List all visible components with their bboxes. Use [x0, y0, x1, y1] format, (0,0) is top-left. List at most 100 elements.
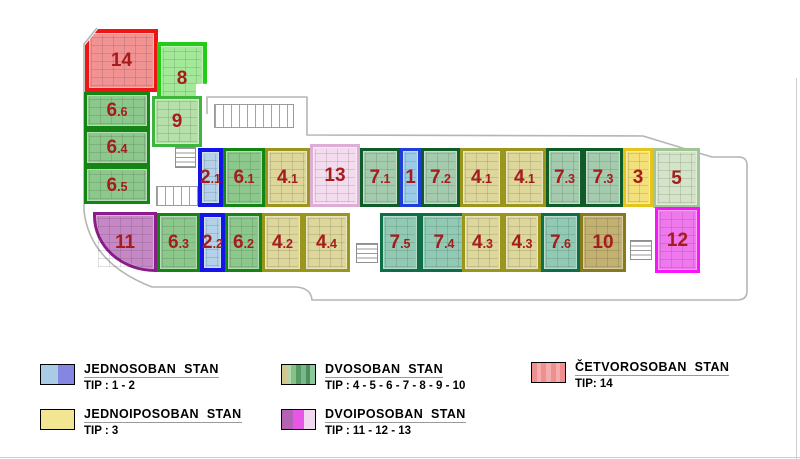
- legend-item-dvosoban: DVOSOBAN STAN TIP : 4 - 5 - 6 - 7 - 8 - 9…: [281, 362, 465, 392]
- swatch-color-cell: [286, 365, 292, 384]
- swatch-color-cell: [282, 365, 287, 384]
- legend-swatch-jednoiposoban: [40, 409, 75, 430]
- unit-12[interactable]: 12: [655, 207, 700, 273]
- unit-3[interactable]: 3: [623, 148, 653, 207]
- unit-4-1b[interactable]: 4.1: [460, 148, 503, 207]
- unit-label: 7.6: [549, 232, 572, 253]
- unit-4-3a[interactable]: 4.3: [462, 213, 503, 272]
- swatch-color-cell: [305, 365, 311, 384]
- swatch-color-cell: [560, 363, 566, 382]
- unit-label: 9: [171, 111, 183, 132]
- unit-label: 14: [110, 50, 133, 71]
- legend-tip: TIP : 4 - 5 - 6 - 7 - 8 - 9 - 10: [325, 380, 466, 392]
- unit-label: 4.2: [271, 232, 294, 253]
- unit-label: 6.6: [106, 100, 128, 121]
- unit-4-3b[interactable]: 4.3: [503, 213, 541, 272]
- swatch-color-cell: [293, 410, 304, 429]
- unit-4-1c[interactable]: 4.1: [503, 148, 546, 207]
- legend-item-jednosoban: JEDNOSOBAN STAN TIP : 1 - 2: [40, 362, 219, 392]
- unit-7-6[interactable]: 7.6: [541, 213, 580, 272]
- unit-label: 7.4: [433, 232, 455, 253]
- legend-title: DVOSOBAN STAN: [325, 362, 444, 378]
- swatch-color-cell: [304, 410, 315, 429]
- legend-tip: TIP: 14: [575, 378, 613, 390]
- unit-2-1[interactable]: 2.1: [198, 148, 223, 207]
- unit-label: 3: [632, 167, 644, 188]
- swatch-color-cell: [57, 365, 74, 384]
- legend-title: ČETVOROSOBAN STAN: [575, 360, 730, 376]
- unit-4-1a[interactable]: 4.1: [265, 148, 310, 207]
- unit-1[interactable]: 1: [400, 148, 421, 207]
- unit-6-2[interactable]: 6.2: [225, 213, 262, 272]
- unit-label: 4.4: [315, 232, 338, 253]
- unit-label: 2.1: [199, 167, 222, 188]
- unit-6-3[interactable]: 6.3: [157, 213, 200, 272]
- unit-label: 2.2: [201, 232, 224, 253]
- unit-label: 7.2: [429, 167, 452, 188]
- stairs-icon: [356, 243, 378, 263]
- unit-13[interactable]: 13: [310, 144, 360, 207]
- swatch-color-cell: [555, 363, 561, 382]
- unit-label: 8: [176, 67, 188, 89]
- legend-swatch-jednosoban: [40, 364, 75, 385]
- legend-swatch-cetvorosoban: [531, 362, 566, 383]
- unit-label: 6.1: [233, 167, 255, 188]
- unit-4-2[interactable]: 4.2: [262, 213, 303, 272]
- swatch-color-cell: [532, 363, 537, 382]
- unit-7-3b[interactable]: 7.3: [583, 148, 623, 207]
- unit-14[interactable]: 14: [85, 29, 158, 92]
- image-frame-right: [796, 78, 797, 459]
- unit-6-1[interactable]: 6.1: [223, 148, 265, 207]
- legend-item-dvoiposoban: DVOIPOSOBAN STAN TIP : 11 - 12 - 13: [281, 407, 466, 437]
- swatch-color-cell: [310, 365, 316, 384]
- unit-label: 12: [666, 229, 689, 251]
- unit-label: 6.4: [106, 137, 128, 158]
- legend-title: DVOIPOSOBAN STAN: [325, 407, 466, 423]
- unit-label: 7.5: [389, 232, 411, 253]
- unit-label: 7.3: [592, 167, 614, 188]
- unit-7-5[interactable]: 7.5: [380, 213, 420, 272]
- image-frame-bottom: [0, 457, 800, 458]
- unit-2-2[interactable]: 2.2: [200, 213, 225, 272]
- unit-7-3a[interactable]: 7.3: [546, 148, 583, 207]
- unit-label: 13: [324, 165, 346, 186]
- swatch-color-cell: [546, 363, 551, 382]
- stairs-icon: [630, 240, 652, 260]
- swatch-color-cell: [282, 410, 293, 429]
- legend-tip: TIP : 1 - 2: [84, 380, 135, 392]
- swatch-color-cell: [300, 365, 306, 384]
- outline-perimeter: [83, 96, 748, 301]
- unit-6-6[interactable]: 6.6: [84, 92, 150, 129]
- legend-title: JEDNOIPOSOBAN STAN: [84, 407, 242, 423]
- unit-label: 4.3: [471, 232, 494, 253]
- legend-item-jednoiposoban: JEDNOIPOSOBAN STAN TIP : 3: [40, 407, 242, 437]
- unit-label: 6.2: [232, 232, 255, 253]
- unit-label: 11: [114, 231, 136, 253]
- unit-9[interactable]: 9: [152, 96, 202, 147]
- unit-label: 10: [592, 232, 614, 253]
- legend-tip: TIP : 3: [84, 425, 119, 437]
- unit-label: 4.3: [511, 232, 533, 253]
- swatch-color-cell: [296, 365, 301, 384]
- unit-5[interactable]: 5: [653, 148, 700, 208]
- unit-7-4[interactable]: 7.4: [420, 213, 468, 272]
- unit-label: 6.5: [106, 174, 128, 196]
- unit-10[interactable]: 10: [580, 213, 626, 272]
- unit-label: 4.1: [276, 167, 299, 188]
- storage-units: [156, 186, 198, 206]
- swatch-color-cell: [550, 363, 556, 382]
- unit-6-4[interactable]: 6.4: [84, 129, 150, 166]
- unit-7-2[interactable]: 7.2: [421, 148, 460, 207]
- unit-4-4[interactable]: 4.4: [303, 213, 350, 272]
- unit-label: 7.1: [369, 167, 391, 188]
- unit-label: 4.1: [470, 167, 493, 188]
- swatch-color-cell: [291, 365, 297, 384]
- swatch-color-cell: [536, 363, 542, 382]
- unit-label: 7.3: [553, 167, 576, 188]
- unit-6-5[interactable]: 6.5: [84, 166, 150, 204]
- legend-swatch-dvosoban: [281, 364, 316, 385]
- unit-label: 4.1: [513, 167, 536, 188]
- unit-7-1[interactable]: 7.1: [360, 148, 400, 207]
